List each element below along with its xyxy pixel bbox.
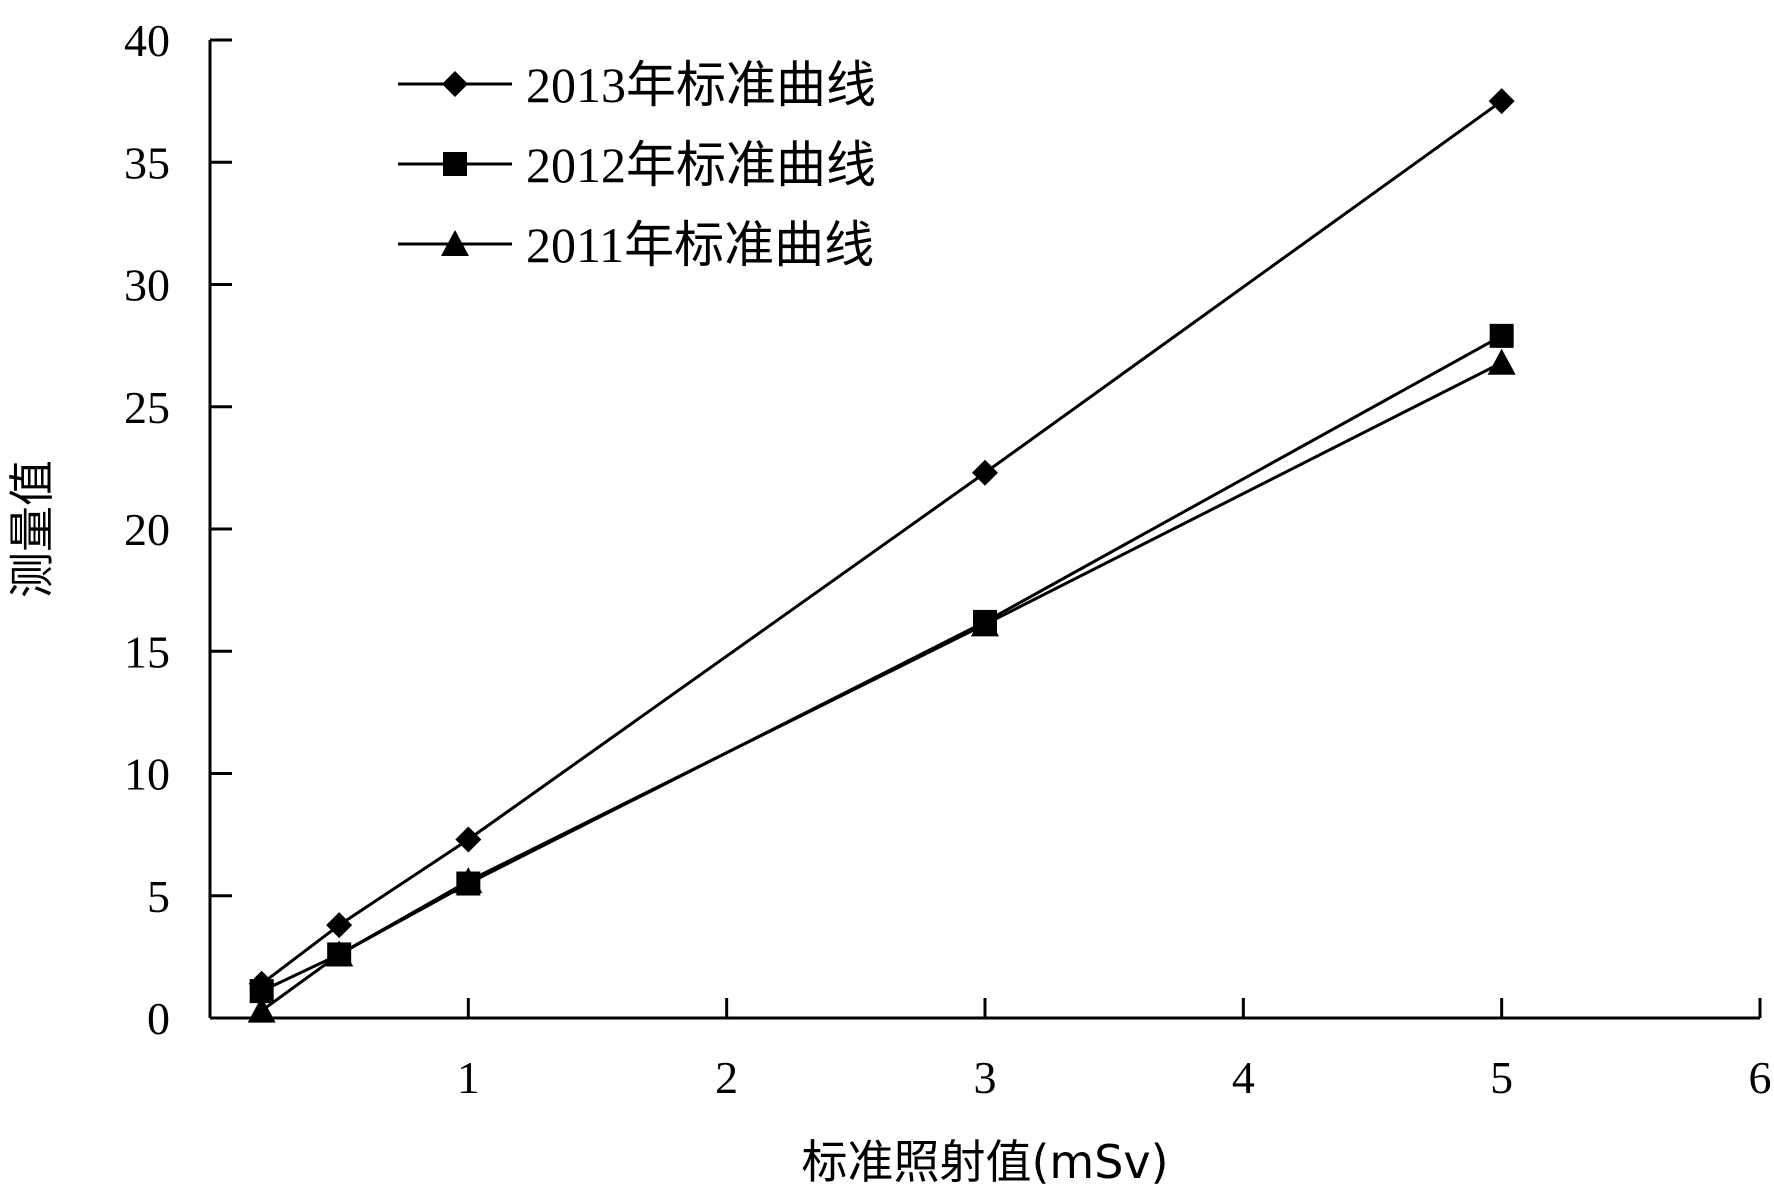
y-tick-label: 10: [124, 749, 170, 800]
legend-marker-square: [443, 152, 467, 176]
x-tick-label: 6: [1749, 1052, 1772, 1103]
series-2: [249, 323, 1514, 1004]
y-tick-label: 20: [124, 504, 170, 555]
data-point-triangle: [971, 610, 999, 637]
legend: 2013年标准曲线 2012年标准曲线 2011年标准曲线: [398, 57, 876, 273]
data-point-triangle: [247, 996, 276, 1023]
series-3: [247, 348, 1516, 1023]
legend-marker-triangle: [441, 230, 469, 256]
series-group: [247, 88, 1516, 1023]
data-point-triangle: [454, 867, 483, 894]
y-tick-label: 25: [124, 382, 170, 433]
data-point-diamond: [455, 826, 482, 853]
y-axis-title: 测量值: [5, 460, 59, 598]
data-point-triangle: [325, 940, 354, 967]
legend-label: 2011年标准曲线: [526, 217, 874, 273]
series-line: [260, 361, 1503, 1012]
legend-label: 2013年标准曲线: [526, 57, 876, 113]
legend-item: 2011年标准曲线: [398, 217, 874, 273]
data-point-triangle: [1487, 348, 1516, 375]
y-tick-label: 15: [124, 626, 170, 677]
x-tick-label: 3: [974, 1052, 997, 1103]
y-tick-label: 5: [147, 871, 170, 922]
y-tick-label: 40: [124, 15, 170, 66]
y-tick-label: 30: [124, 260, 170, 311]
x-tick-label: 2: [715, 1052, 738, 1103]
data-point-diamond: [326, 912, 353, 939]
y-tick-label: 0: [147, 993, 170, 1044]
legend-label: 2012年标准曲线: [526, 137, 876, 193]
series-line: [260, 99, 1503, 985]
series-1: [248, 88, 1515, 997]
data-point-diamond: [1488, 88, 1515, 115]
x-axis-title: 标准照射值(mSv): [801, 1135, 1168, 1189]
y-axis: 0 5 10 15 20 25 30 35 40: [124, 15, 232, 1044]
y-tick-label: 35: [124, 137, 170, 188]
data-point-square: [1489, 323, 1514, 348]
x-axis: 1 2 3 4 5 6: [210, 998, 1772, 1103]
legend-marker-diamond: [442, 71, 468, 97]
x-tick-label: 4: [1232, 1052, 1255, 1103]
legend-item: 2013年标准曲线: [398, 57, 876, 113]
x-tick-label: 5: [1490, 1052, 1513, 1103]
legend-item: 2012年标准曲线: [398, 137, 876, 193]
data-point-diamond: [972, 459, 998, 486]
x-tick-label: 1: [457, 1052, 480, 1103]
